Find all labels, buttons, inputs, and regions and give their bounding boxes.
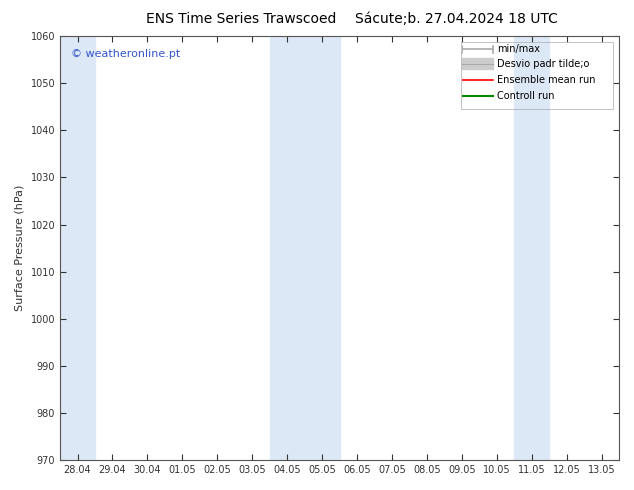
- Bar: [60, 36, 95, 460]
- Y-axis label: Surface Pressure (hPa): Surface Pressure (hPa): [15, 185, 25, 311]
- Text: © weatheronline.pt: © weatheronline.pt: [71, 49, 181, 59]
- Text: Sácute;b. 27.04.2024 18 UTC: Sácute;b. 27.04.2024 18 UTC: [355, 12, 558, 26]
- Text: ENS Time Series Trawscoed: ENS Time Series Trawscoed: [146, 12, 336, 26]
- Bar: [514, 36, 549, 460]
- Bar: [269, 36, 340, 460]
